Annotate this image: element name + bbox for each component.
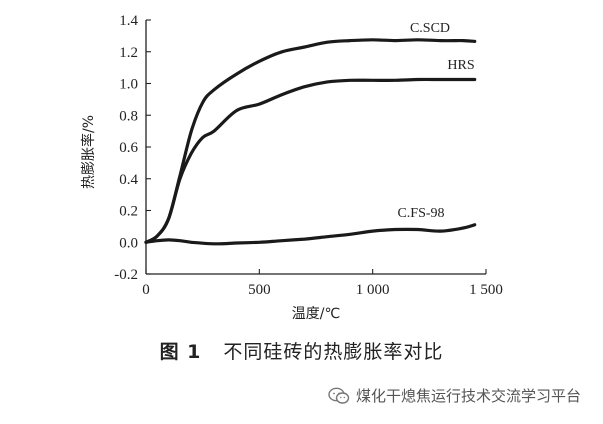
figure-caption: 图 1 不同硅砖的热膨胀率对比 [0,337,603,364]
watermark-text: 煤化干熄焦运行技术交流学习平台 [355,387,581,405]
y-tick-label: 1.2 [119,45,138,61]
series-lines [144,38,477,246]
y-tick-label: 0.2 [119,204,138,220]
x-axis-label: 温度/℃ [292,306,340,322]
wechat-icon [328,387,350,404]
y-tick-label: 1.0 [119,77,138,93]
y-tick-label: 0.8 [119,108,138,124]
y-axis-label: 热膨胀率/% [80,115,97,189]
x-tick-label: 500 [248,282,271,298]
figure-caption-text: 不同硅砖的热膨胀率对比 [223,341,444,363]
figure-number: 图 1 [159,341,202,363]
y-tick-label: -0.2 [114,267,138,283]
x-tick-label: 0 [142,282,150,298]
series-line-c-fs-98 [144,223,477,246]
y-tick-label: 0.0 [119,235,138,251]
ticks: -0.2 0.0 0.2 0.4 0.6 0.8 1.0 1.2 1.4 0 500 1 000 1 5… [114,13,503,298]
x-tick-label: 1 500 [469,282,503,298]
x-tick-label: 1 000 [356,282,390,298]
y-tick-label: 0.4 [119,172,138,188]
y-tick-label: 0.6 [119,140,138,156]
series-label-c-scd: C.SCD [410,21,450,36]
chart: -0.2 0.0 0.2 0.4 0.6 0.8 1.0 1.2 1.4 0 500 1 000 1 5… [80,13,503,322]
series-label-c-fs-98: C.FS-98 [397,206,444,221]
y-tick-label: 1.4 [119,13,138,29]
series-line-hrs [144,77,477,244]
watermark: 煤化干熄焦运行技术交流学习平台 [328,385,581,406]
series-label-hrs: HRS [447,58,474,73]
series-labels: C.SCD HRS C.FS-98 [397,21,474,221]
